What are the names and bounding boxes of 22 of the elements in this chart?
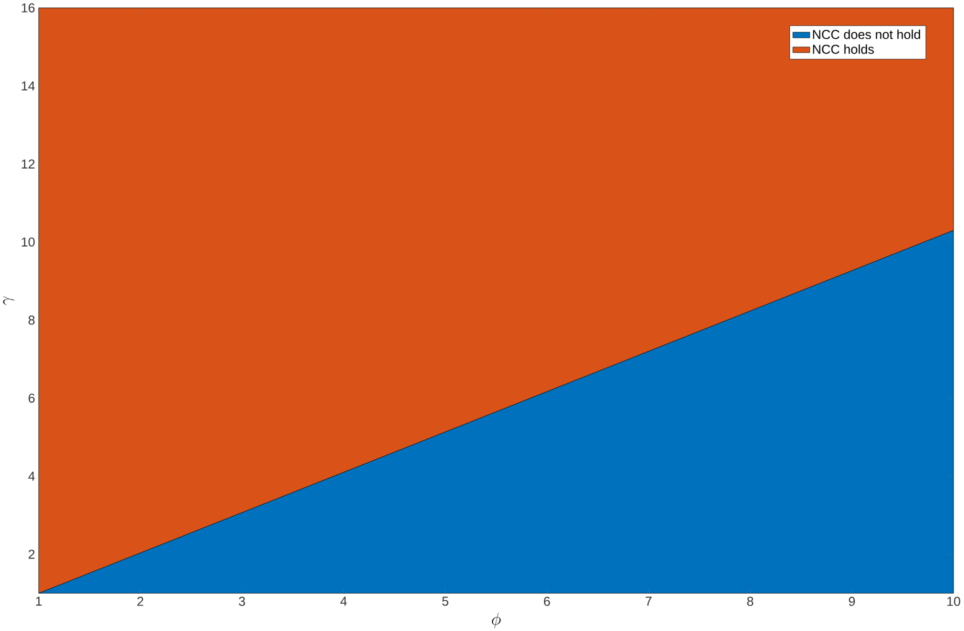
x-tick-label: 8	[747, 596, 754, 606]
y-tick-label: 2	[28, 550, 35, 559]
y-tick-label: 4	[28, 472, 35, 481]
y-tick-label: 14	[22, 81, 35, 90]
x-tick-label: 4	[340, 596, 347, 606]
y-tick-label: 16	[22, 3, 35, 12]
y-tick-label: 8	[28, 315, 35, 325]
legend-label: NCC does not hold	[813, 29, 920, 39]
x-tick-label: 7	[646, 596, 652, 606]
y-tick-label: 6	[28, 393, 35, 403]
x-tick-label: 3	[238, 596, 245, 606]
x-tick-label: 10	[947, 596, 960, 606]
x-tick-label: 6	[544, 596, 550, 606]
x-tick-label: 1	[36, 596, 42, 606]
x-tick-label: 5	[442, 596, 448, 606]
x-tick-label: 2	[137, 596, 144, 606]
y-tick-label: 10	[22, 237, 35, 246]
x-axis-title: $\phi$	[492, 612, 501, 628]
x-tick-label: 9	[848, 596, 855, 606]
y-tick-label: 12	[22, 159, 35, 168]
legend-label: NCC holds	[813, 44, 874, 54]
y-axis-title: $\gamma$	[3, 296, 14, 305]
